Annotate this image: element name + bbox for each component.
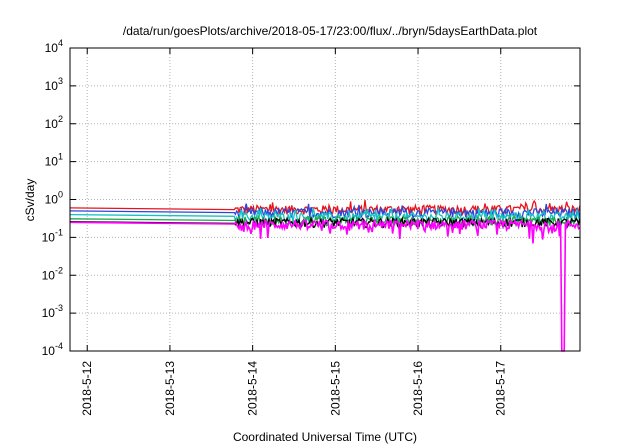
x-tick-label: 2018-5-12 (80, 361, 94, 416)
y-tick-label: 10-1 (42, 227, 63, 244)
x-tick-label: 2018-5-14 (246, 361, 260, 416)
y-tick-exponent: 3 (58, 76, 63, 86)
y-tick-label: 10-3 (42, 303, 63, 320)
y-tick-label: 10-2 (42, 265, 63, 282)
y-tick-exponent: -2 (55, 265, 63, 275)
series-layer (69, 199, 581, 352)
x-axis-label: Coordinated Universal Time (UTC) (233, 430, 417, 444)
y-tick-exponent: 4 (58, 38, 63, 48)
gridlines (70, 48, 580, 351)
x-tick-label: 2018-5-13 (163, 361, 177, 416)
y-tick-exponent: -1 (55, 227, 63, 237)
x-tick-label: 2018-5-15 (328, 361, 342, 416)
y-tick-label: 103 (45, 76, 63, 93)
y-tick-label: 104 (45, 38, 63, 55)
y-tick-exponent: 2 (58, 114, 63, 124)
y-tick-exponent: -3 (55, 303, 63, 313)
y-axis-label: cSv/day (23, 179, 37, 222)
y-tick-label: 10-4 (42, 341, 63, 358)
chart-title: /data/run/goesPlots/archive/2018-05-17/2… (123, 24, 538, 38)
y-tick-exponent: 1 (58, 152, 63, 162)
y-tick-label: 102 (45, 114, 63, 131)
x-tick-label: 2018-5-16 (411, 361, 425, 416)
x-axis-ticks: 2018-5-12 2018-5-13 2018-5-14 2018-5-15 2018… (80, 48, 508, 416)
y-tick-label: 100 (45, 190, 63, 207)
y-tick-exponent: 0 (58, 190, 63, 200)
series-line (69, 217, 581, 352)
y-tick-exponent: -4 (55, 341, 63, 351)
x-tick-label: 2018-5-17 (494, 361, 508, 416)
y-tick-label: 101 (45, 152, 63, 169)
